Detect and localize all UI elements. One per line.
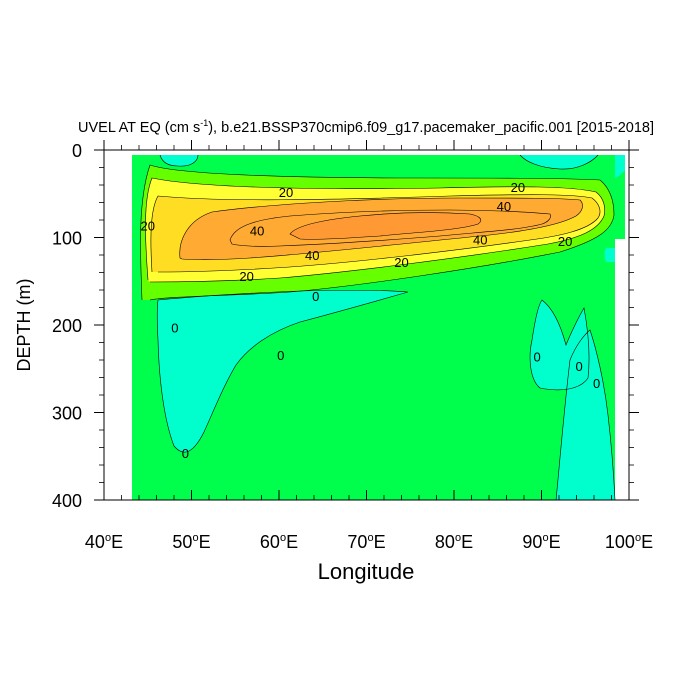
x-tick-label: 90oE (522, 532, 560, 552)
contour-label: 40 (250, 224, 264, 239)
contour-line-60 (289, 212, 482, 240)
x-axis: 40oE 50oE 60oE 70oE 80oE 90oE 100oE (85, 140, 653, 552)
y-tick-label: 0 (72, 141, 82, 161)
contour-label: 0 (171, 321, 178, 336)
contour-line-30 (150, 194, 601, 273)
contour-label: 20 (141, 218, 155, 233)
contour-line-10 (140, 164, 615, 301)
contour-label: 20 (394, 255, 408, 270)
x-tick-label: 80oE (435, 532, 473, 552)
contour-label: 0 (576, 359, 583, 374)
contour-line-40 (179, 197, 583, 260)
y-tick-label: 200 (52, 316, 82, 336)
contour-label: 20 (558, 234, 572, 249)
x-axis-title: Longitude (318, 559, 415, 584)
contour-line-0-surface-east (519, 154, 599, 170)
x-tick-label: 40oE (85, 532, 123, 552)
x-tick-label: 60oE (260, 532, 298, 552)
y-tick-label: 100 (52, 229, 82, 249)
contour-line-0-tongue (156, 290, 409, 453)
contour-label: 0 (593, 376, 600, 391)
fill-negative-edge-east (604, 248, 615, 262)
fill-negative-corner-east (615, 155, 625, 178)
contour-label: 0 (182, 446, 189, 461)
contour-label: 20 (239, 269, 253, 284)
chart-title: UVEL AT EQ (cm s-1), b.e21.BSSP370cmip6.… (78, 118, 654, 136)
x-tick-label: 100oE (605, 532, 653, 552)
contour-line-0-surface-west (159, 154, 199, 167)
y-tick-label: 300 (52, 404, 82, 424)
fill-negative-tongue-west (157, 290, 408, 453)
contour-line-20 (145, 177, 606, 283)
fill-domain-east-strip (615, 155, 625, 239)
contour-line-50 (229, 209, 551, 247)
contour-fills (132, 155, 625, 500)
contour-label: 40 (473, 232, 487, 247)
contour-label: 20 (511, 180, 525, 195)
contour-label: 40 (305, 248, 319, 263)
contour-label: 0 (277, 348, 284, 363)
y-axis-title: DEPTH (m) (14, 279, 34, 372)
contour-line-0-pool (529, 299, 590, 391)
x-tick-label: 50oE (172, 532, 210, 552)
y-tick-label: 400 (52, 491, 82, 511)
contour-label: 20 (279, 185, 293, 200)
x-tick-label: 70oE (347, 532, 385, 552)
fill-level-60 (290, 212, 481, 240)
fill-negative-column-east (556, 330, 615, 500)
fill-negative-surface-west (160, 155, 198, 167)
contour-label: 40 (497, 199, 511, 214)
contour-label: 0 (312, 289, 319, 304)
contour-line-0-column (555, 329, 616, 500)
contour-label: 0 (534, 350, 541, 365)
contour-lines (140, 154, 616, 500)
